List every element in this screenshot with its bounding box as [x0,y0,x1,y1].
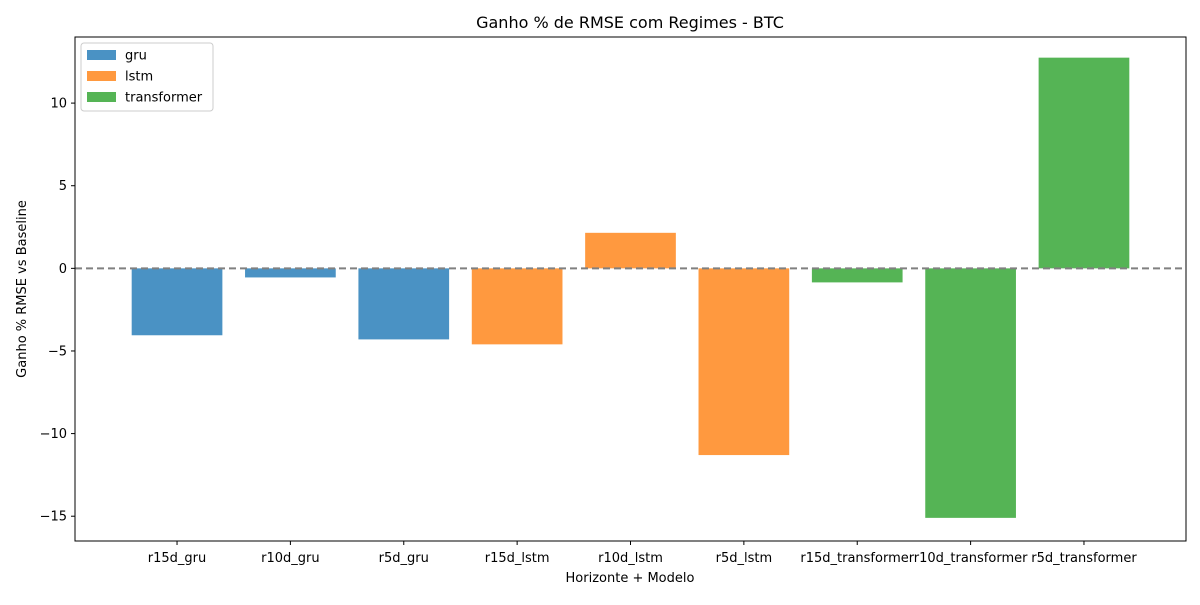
x-tick-label: r15d_lstm [485,551,550,566]
y-tick-label: −10 [40,427,67,442]
legend-label-lstm: lstm [125,70,153,85]
bar-r15d_transformer [811,268,903,283]
x-tick-label: r10d_gru [261,551,319,566]
x-tick-label: r10d_transformer [914,551,1028,566]
x-tick-label: r10d_lstm [598,551,663,566]
x-tick-label: r5d_lstm [716,551,773,566]
x-tick-label: r5d_gru [379,551,429,566]
bar-r10d_transformer [925,268,1016,518]
bar-r10d_gru [245,268,336,278]
bar-r15d_lstm [471,268,563,345]
y-tick-label: −5 [48,344,67,359]
legend-label-transformer: transformer [125,91,203,106]
legend: gru lstm transformer [80,42,214,112]
legend-swatch-lstm [87,71,116,81]
y-axis-ticks: −15 −10 −5 0 5 10 [40,97,75,525]
plot-frame [74,36,1187,542]
x-axis-ticks: r15d_gru r10d_gru r5d_gru r15d_lstm r10d_lst… [148,541,1137,566]
legend-swatch-gru [87,50,116,60]
bar-r15d_gru [131,268,223,336]
chart-title: Ganho % de RMSE com Regimes - BTC [476,13,784,32]
bar-r5d_gru [358,268,450,340]
legend-label-gru: gru [125,49,147,64]
x-tick-label: r5d_transformer [1031,551,1137,566]
bars-layer [131,57,1130,518]
y-tick-label: 5 [59,179,67,194]
x-tick-label: r15d_transformer [800,551,914,566]
bar-r5d_lstm [698,268,790,456]
bar-r10d_lstm [585,232,676,269]
y-tick-label: −15 [40,510,67,525]
x-axis-label: Horizonte + Modelo [566,571,695,586]
y-tick-label: 0 [59,262,67,277]
x-tick-label: r15d_gru [148,551,206,566]
y-axis-label: Ganho % RMSE vs Baseline [15,200,30,378]
legend-swatch-transformer [87,92,116,102]
y-tick-label: 10 [50,97,67,112]
bar-r5d_transformer [1038,57,1130,269]
